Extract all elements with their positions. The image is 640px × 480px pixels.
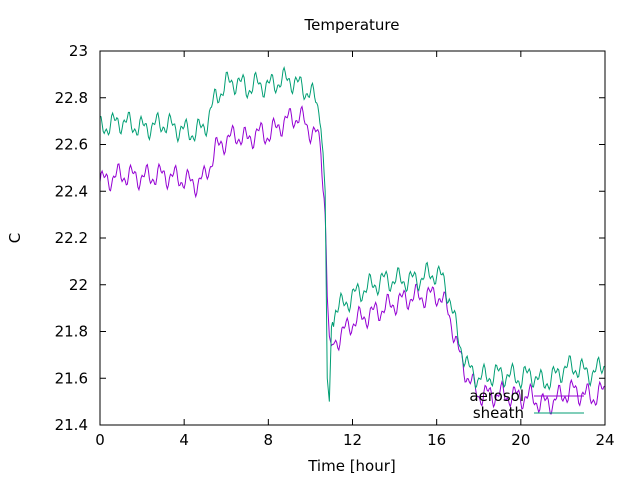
- plot-frame: [99, 50, 606, 426]
- legend-label-aerosol: aerosol: [469, 387, 524, 405]
- x-tick-label: 0: [95, 431, 105, 449]
- y-tick-label: 22.8: [55, 89, 88, 107]
- axis-ticks: 0 4 8 12 16 20 24 21.4 21.6 21.8 22 22.2 22.4 22.6 22.…: [55, 42, 615, 449]
- y-tick-label: 23: [69, 42, 88, 60]
- series-line-aerosol: [99, 105, 606, 415]
- y-tick-label: 22: [69, 276, 88, 294]
- chart-title: Temperature: [303, 16, 399, 34]
- y-tick-label: 22.2: [55, 229, 88, 247]
- y-tick-label: 21.4: [55, 416, 88, 434]
- y-tick-label: 22.4: [55, 182, 88, 200]
- y-axis-label: C: [6, 233, 24, 243]
- y-tick-label: 22.6: [55, 136, 88, 154]
- x-tick-label: 8: [264, 431, 274, 449]
- series-line-sheath: [99, 65, 606, 402]
- legend-label-sheath: sheath: [473, 404, 524, 422]
- x-tick-label: 16: [427, 431, 446, 449]
- y-tick-label: 21.8: [55, 323, 88, 341]
- x-tick-label: 4: [179, 431, 189, 449]
- plot-series: [99, 65, 606, 415]
- x-tick-label: 20: [511, 431, 530, 449]
- x-tick-label: 12: [343, 431, 362, 449]
- x-axis-label: Time [hour]: [307, 457, 396, 475]
- x-tick-label: 24: [595, 431, 614, 449]
- y-tick-label: 21.6: [55, 369, 88, 387]
